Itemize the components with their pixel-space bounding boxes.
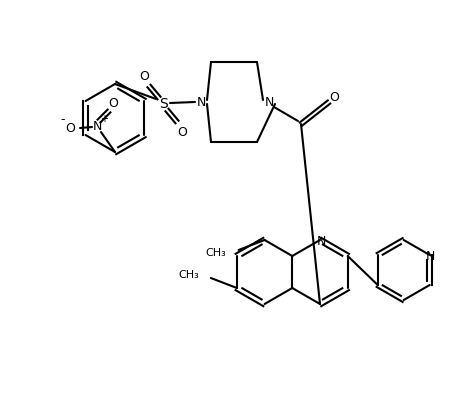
Text: O: O bbox=[177, 126, 187, 139]
Text: O: O bbox=[108, 97, 118, 110]
Text: CH₃: CH₃ bbox=[206, 248, 227, 258]
Text: N: N bbox=[264, 95, 274, 108]
Text: N: N bbox=[196, 95, 206, 108]
Text: N: N bbox=[426, 249, 435, 262]
Text: +: + bbox=[100, 114, 108, 124]
Text: N: N bbox=[316, 234, 326, 247]
Text: -: - bbox=[61, 113, 65, 126]
Text: O: O bbox=[65, 121, 75, 134]
Text: N: N bbox=[92, 119, 102, 132]
Text: S: S bbox=[159, 97, 167, 111]
Text: O: O bbox=[139, 69, 149, 82]
Text: CH₃: CH₃ bbox=[178, 270, 199, 280]
Text: O: O bbox=[329, 91, 339, 104]
